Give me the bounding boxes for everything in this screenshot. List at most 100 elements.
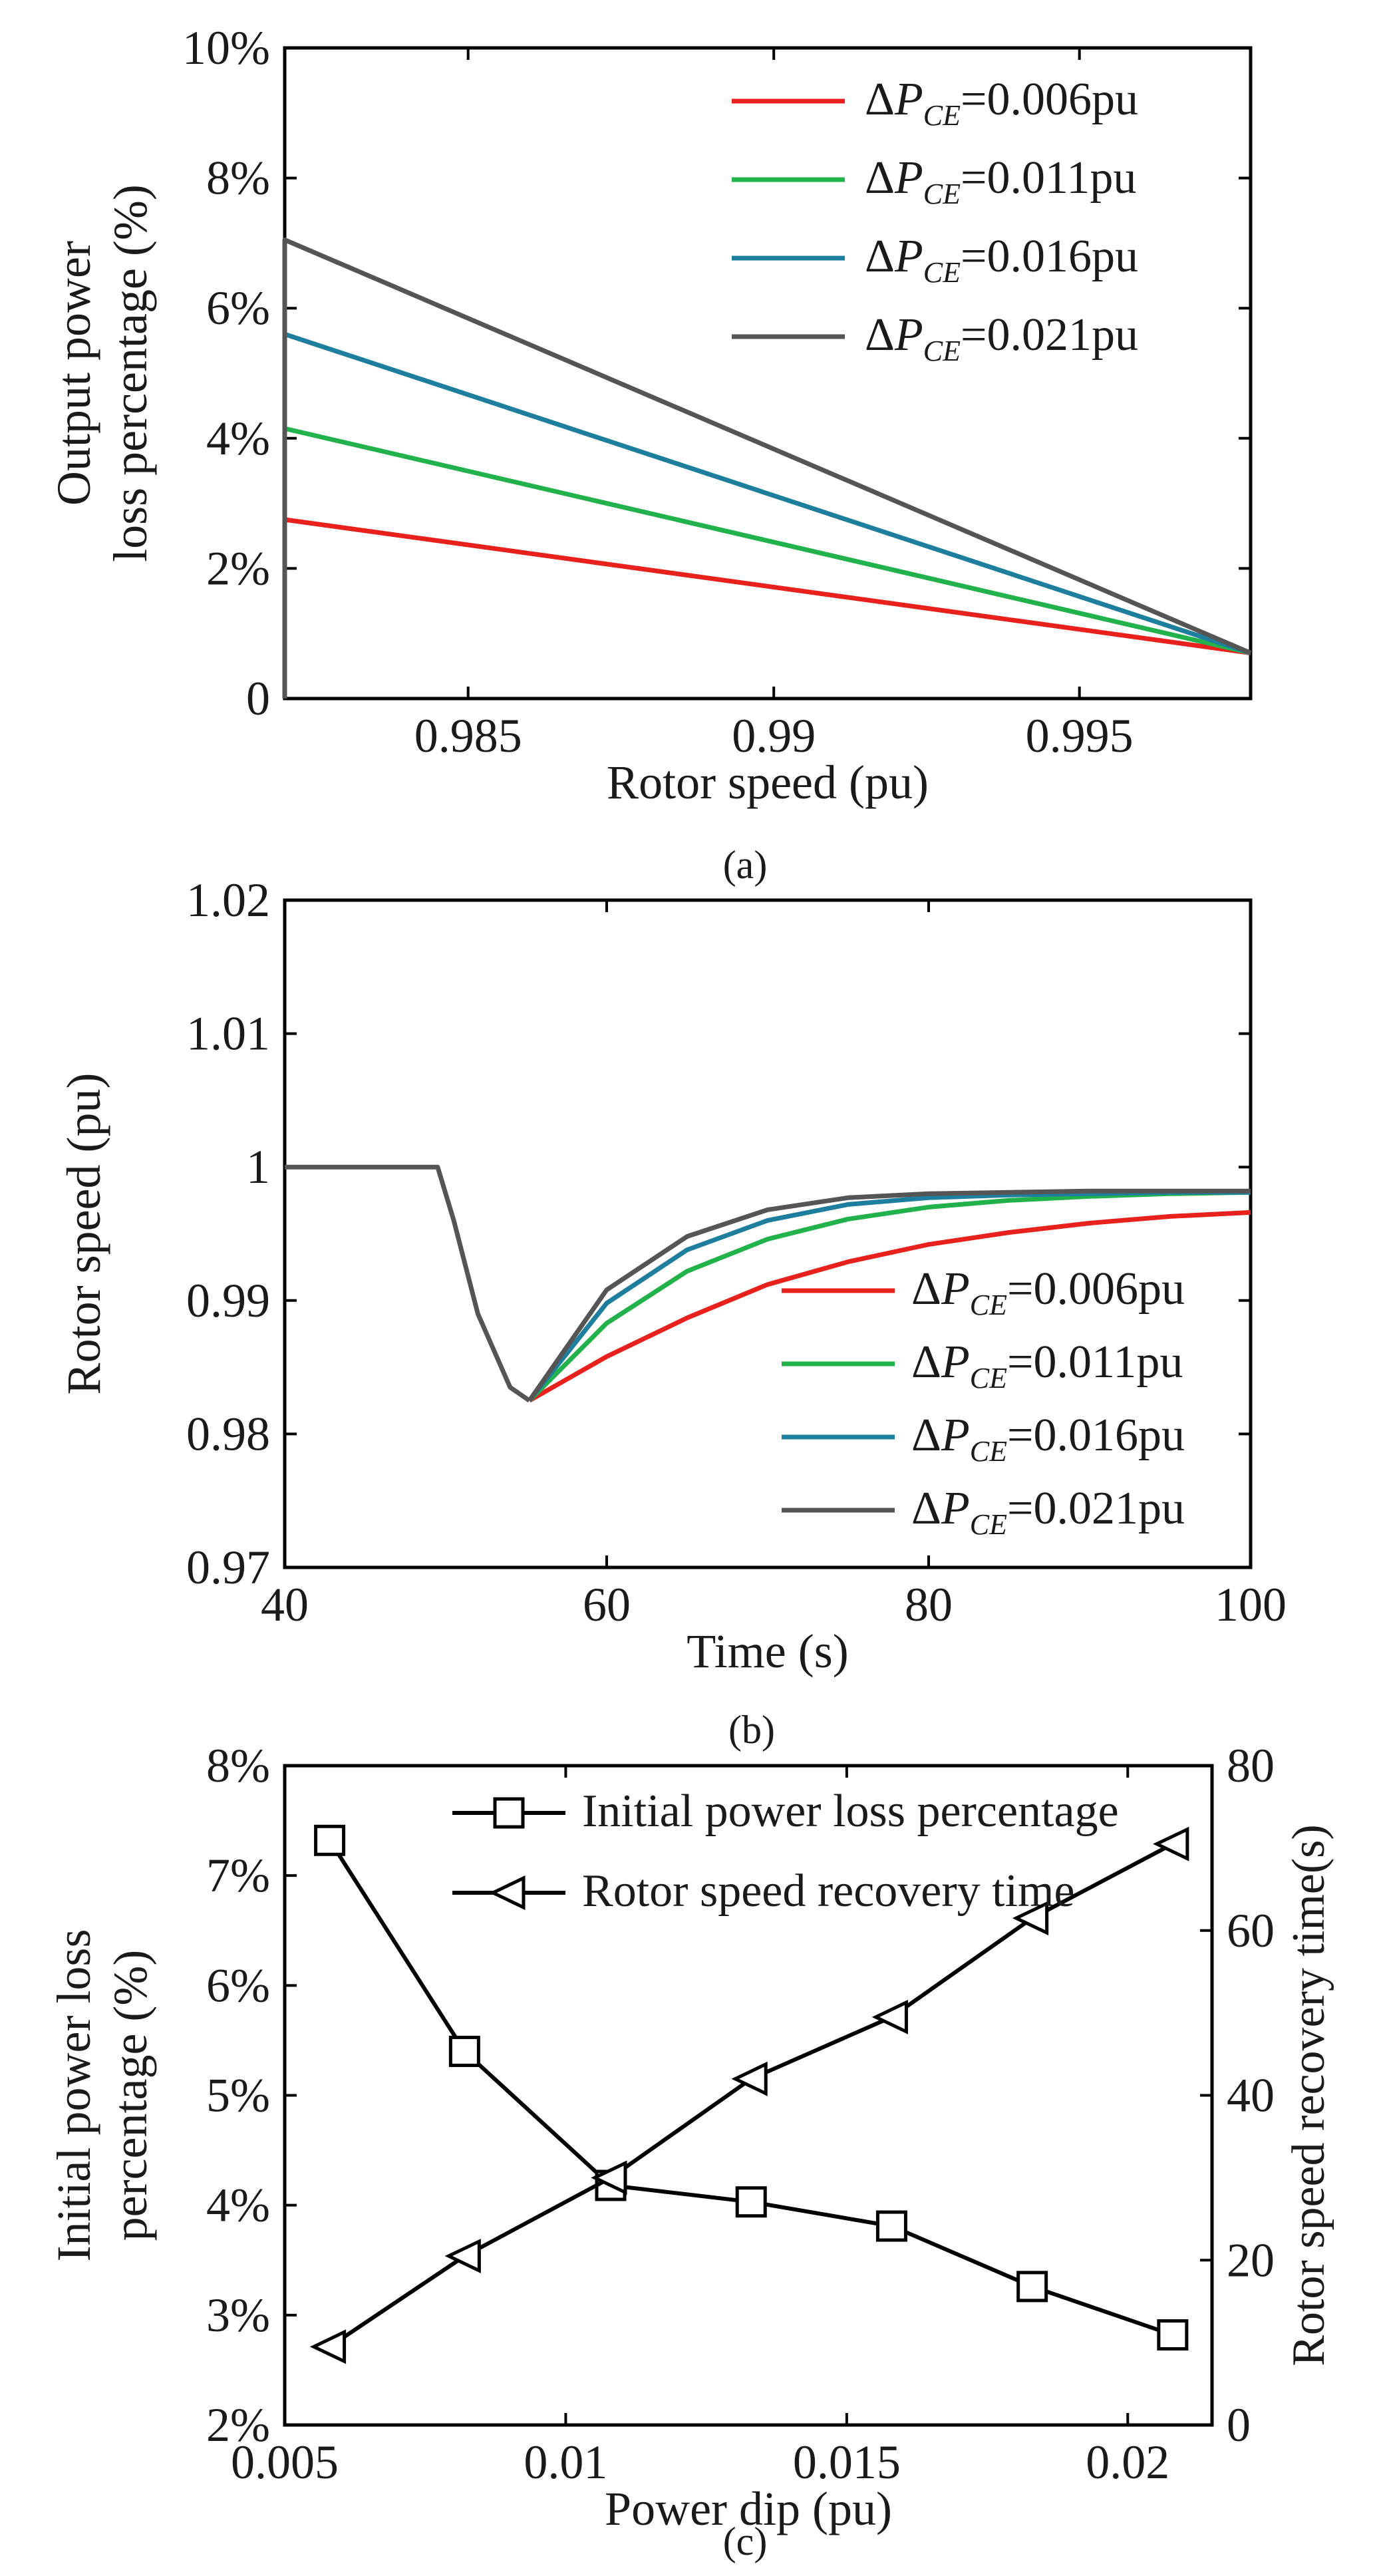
legend-label-4: ΔPCE=0.021pu: [865, 309, 1138, 367]
legend-label-3: ΔPCE=0.016pu: [911, 1410, 1185, 1468]
legend-label-3: ΔPCE=0.016pu: [865, 231, 1138, 289]
legend-text-suffix: =0.016pu: [961, 231, 1138, 282]
y-tick-label: 0: [246, 672, 270, 725]
y2-tick-label: 80: [1227, 1739, 1275, 1792]
y2-tick-label: 60: [1227, 1904, 1275, 1957]
data-point-triangle: [1153, 1826, 1189, 1861]
legend-text-prefix: ΔP: [865, 231, 923, 282]
x-tick-label: 0.01: [524, 2436, 607, 2489]
x-tick-label: 0.99: [732, 709, 816, 762]
legend-label-4: ΔPCE=0.021pu: [911, 1483, 1185, 1541]
y2-tick-label: 40: [1227, 2069, 1275, 2122]
data-point-square: [1016, 2271, 1048, 2303]
data-point-square: [735, 2186, 767, 2218]
legend-text-suffix: =0.021pu: [961, 309, 1138, 361]
data-point-square: [1157, 2319, 1189, 2351]
legend-text-subscript: CE: [923, 178, 961, 210]
series-line-4: [527, 1188, 1251, 1402]
legend-text-subscript: CE: [970, 1289, 1007, 1321]
y-tick-label: 0.98: [186, 1407, 270, 1460]
series-line-1: [282, 517, 1251, 699]
y-tick-label: 8%: [206, 1739, 270, 1792]
y-tick-label: 1: [246, 1140, 270, 1194]
legend-text-prefix: ΔP: [911, 1483, 970, 1534]
panel-b: 40 60 80 100 0.97 0.98 0.99 1 1.01 1.02 Time (s) Ro…: [57, 874, 1287, 1752]
y-axis-label: Initial power loss: [47, 1929, 100, 2262]
legend-text-suffix: =0.016pu: [1007, 1410, 1185, 1461]
data-point-triangle: [444, 2239, 481, 2274]
y2-axis-label: Rotor speed recovery time(s): [1283, 1824, 1334, 2366]
legend-label-1: ΔPCE=0.006pu: [865, 74, 1138, 132]
x-tick-label: 80: [905, 1578, 953, 1631]
x-tick-label: 0.02: [1086, 2436, 1169, 2489]
shared-initial-transient: [285, 1164, 531, 1403]
x-tick-label: 0.015: [793, 2436, 901, 2489]
x-tick-label: 100: [1215, 1578, 1287, 1631]
legend-marker-triangle: [489, 1875, 526, 1910]
y-tick-label: 3%: [206, 2289, 270, 2342]
panel-caption: (c): [723, 2519, 768, 2563]
legend-text-subscript: CE: [923, 335, 961, 367]
data-point-triangle: [309, 2329, 347, 2364]
legend-marker-square: [493, 1797, 525, 1829]
x-axis-label: Rotor speed (pu): [607, 756, 929, 809]
plot-frame: [283, 1764, 1214, 2427]
plot-frame: [283, 898, 1253, 1569]
y2-tick-label: 20: [1227, 2233, 1275, 2287]
x-tick-label: 40: [261, 1578, 309, 1631]
legend-text-subscript: CE: [970, 1362, 1007, 1394]
y-tick-label: 5%: [206, 2069, 270, 2122]
legend-text-subscript: CE: [923, 256, 961, 289]
y-tick-label: 1.02: [186, 874, 270, 927]
legend-label-2: Rotor speed recovery time: [582, 1865, 1075, 1917]
data-point-triangle: [591, 2160, 627, 2195]
panel-caption: (b): [728, 1708, 775, 1752]
y-axis-label: Rotor speed (pu): [57, 1073, 110, 1395]
y-tick-label: 4%: [206, 2179, 270, 2232]
panel-caption: (a): [723, 843, 768, 887]
legend-text-subscript: CE: [970, 1508, 1007, 1541]
legend-text-subscript: CE: [970, 1435, 1007, 1468]
y-tick-label: 2%: [206, 2398, 270, 2452]
x-tick-label: 0.995: [1026, 709, 1134, 762]
x-axis-label: Power dip (pu): [605, 2482, 892, 2535]
series-line-4: [282, 238, 1252, 699]
panel-c: 0.005 0.01 0.015 0.02 2% 3% 4% 5% 6% 7% 8% Power di…: [47, 1739, 1334, 2563]
legend-label-1: ΔPCE=0.006pu: [911, 1263, 1185, 1321]
y-axis-label: Output power: [47, 241, 100, 506]
y-tick-label: 7%: [206, 1849, 270, 1902]
legend-text-prefix: ΔP: [865, 74, 923, 125]
legend-text-suffix: =0.011pu: [1007, 1337, 1183, 1388]
data-point-square: [448, 2035, 480, 2067]
data-point-triangle: [871, 1999, 908, 2034]
x-tick-label: 60: [583, 1578, 631, 1631]
x-tick-label: 0.005: [231, 2436, 339, 2489]
y-tick-label: 10%: [182, 21, 270, 75]
y-tick-label: 6%: [206, 1959, 270, 2012]
legend-text-prefix: ΔP: [911, 1410, 970, 1461]
y-tick-label: 4%: [206, 412, 270, 465]
legend-label-2: ΔPCE=0.011pu: [911, 1337, 1183, 1394]
y-tick-label: 0.97: [186, 1541, 270, 1594]
legend-text-prefix: ΔP: [911, 1337, 970, 1388]
legend-text-prefix: ΔP: [865, 309, 923, 361]
plot-frame: [283, 46, 1253, 701]
data-point-square: [314, 1824, 346, 1856]
x-axis-label: Time (s): [687, 1625, 848, 1678]
series-line-1: [528, 1209, 1251, 1403]
legend-label-1: Initial power loss percentage: [582, 1786, 1119, 1837]
legend-text-suffix: =0.011pu: [961, 152, 1136, 204]
series-line-3: [282, 331, 1252, 699]
x-tick-label: 0.985: [414, 709, 522, 762]
legend-text-subscript: CE: [923, 99, 961, 132]
legend-text-suffix: =0.006pu: [961, 74, 1138, 125]
legend-text-prefix: ΔP: [865, 152, 923, 204]
data-point-square: [875, 2210, 907, 2242]
y2-tick-label: 0: [1227, 2398, 1251, 2452]
data-point-triangle: [1012, 1901, 1049, 1936]
y-axis-label: loss percentage (%): [104, 184, 157, 562]
y-axis-label: percentage (%): [104, 1950, 157, 2241]
legend-text-suffix: =0.021pu: [1007, 1483, 1185, 1534]
y-tick-label: 2%: [206, 542, 270, 595]
